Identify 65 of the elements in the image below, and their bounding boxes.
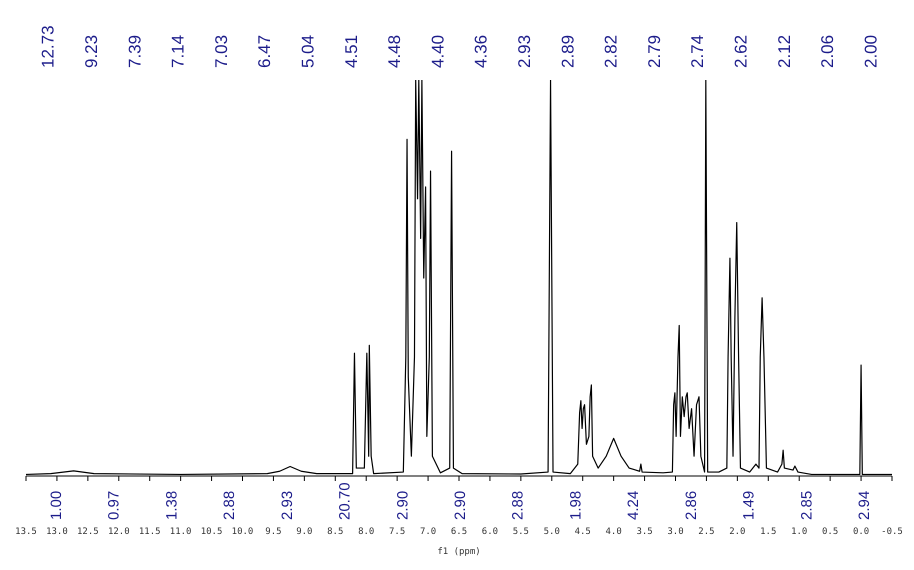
- text: 7.03: [212, 34, 231, 68]
- x-tick-label: 12.5: [77, 527, 99, 537]
- text: 0.97: [106, 490, 123, 520]
- x-tick-label: 11.5: [138, 527, 161, 537]
- text: 4.51: [342, 34, 361, 68]
- text: 2.90: [394, 490, 412, 520]
- text: 2.06: [818, 34, 838, 68]
- x-tick-label: -0.5: [881, 527, 903, 537]
- text: 2.62: [731, 34, 750, 68]
- x-tick-label: 2.5: [698, 527, 715, 537]
- x-tick-label: 8.0: [358, 527, 374, 537]
- text: 2.82: [602, 34, 621, 68]
- x-tick-label: 7.5: [389, 527, 406, 537]
- text: 2.00: [861, 34, 880, 68]
- text: 2.12: [774, 34, 794, 68]
- x-tick-label: 3.0: [667, 527, 684, 537]
- x-tick-label: 0.0: [852, 527, 870, 537]
- text: 2.90: [452, 490, 469, 520]
- text: 1.00: [48, 490, 65, 520]
- text: 7.14: [168, 34, 188, 68]
- text: 4.48: [385, 34, 404, 68]
- x-tick-label: 0.5: [822, 527, 838, 537]
- x-tick-label: 13.0: [46, 527, 68, 537]
- text: 5.04: [298, 34, 318, 68]
- x-tick-label: 9.0: [296, 527, 312, 537]
- x-tick-label: 9.5: [265, 527, 282, 537]
- text: 4.36: [472, 34, 491, 68]
- text: 2.89: [558, 34, 578, 68]
- text: 6.47: [255, 34, 274, 68]
- x-tick-label: 8.5: [327, 527, 344, 537]
- x-tick-label: 4.5: [574, 527, 591, 537]
- x-tick-label: 10.5: [200, 527, 222, 537]
- text: 1.98: [567, 490, 584, 520]
- x-tick-label: 6.0: [482, 527, 498, 537]
- x-tick-label: 1.0: [791, 527, 808, 537]
- text: 2.88: [221, 490, 238, 520]
- text: 7.39: [125, 34, 144, 68]
- text: 2.93: [278, 490, 296, 520]
- x-axis-title: f1 (ppm): [437, 547, 481, 557]
- text: 20.70: [336, 482, 354, 520]
- text: 12.73: [38, 25, 58, 68]
- text: 1.49: [740, 490, 758, 520]
- x-tick-label: 4.0: [606, 527, 622, 537]
- x-tick-label: 3.5: [636, 527, 653, 537]
- x-tick-label: 6.5: [450, 527, 468, 537]
- text: 2.85: [798, 490, 816, 520]
- x-tick-label: 5.5: [512, 527, 529, 537]
- text: 2.86: [682, 490, 700, 520]
- x-tick-label: 11.0: [170, 527, 192, 537]
- text: 4.24: [625, 490, 642, 520]
- text: 4.40: [428, 34, 448, 68]
- text: 1.38: [163, 490, 180, 520]
- x-tick-label: 7.0: [420, 527, 436, 537]
- text: 9.23: [82, 34, 101, 68]
- x-tick-label: 13.5: [15, 527, 37, 537]
- x-tick-label: 2.0: [729, 527, 746, 537]
- text: 2.93: [514, 34, 534, 68]
- text: 2.74: [688, 34, 708, 68]
- x-tick-label: 10.0: [232, 527, 254, 537]
- x-tick-label: 12.0: [108, 527, 130, 537]
- text: 2.79: [644, 34, 664, 68]
- x-tick-label: 1.5: [760, 527, 776, 537]
- x-tick-label: 5.0: [544, 527, 560, 537]
- text: 2.94: [856, 490, 874, 520]
- text: 2.88: [510, 490, 527, 520]
